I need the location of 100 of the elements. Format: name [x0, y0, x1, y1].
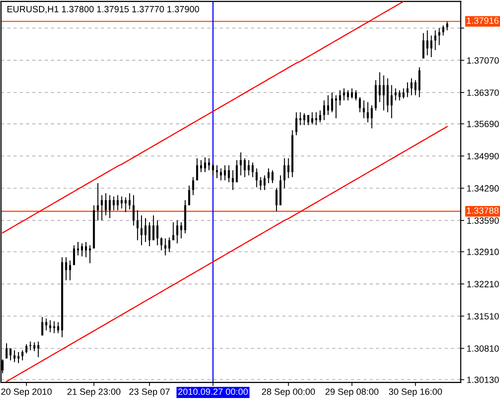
- candlestick: [366, 102, 369, 122]
- candlestick: [268, 168, 270, 184]
- candlestick: [315, 112, 318, 126]
- candlestick: [378, 72, 381, 102]
- candlestick: [402, 88, 405, 98]
- candlestick: [342, 88, 345, 100]
- candlestick: [160, 237, 162, 250]
- candlestick: [144, 218, 146, 242]
- candlestick: [92, 205, 95, 248]
- candlestick: [25, 344, 28, 354]
- candlestick: [204, 157, 206, 172]
- candlestick: [430, 35, 432, 58]
- x-tick-label: 29 Sep 08:00: [326, 388, 378, 397]
- candlestick: [386, 78, 389, 112]
- candlestick: [418, 67, 420, 98]
- candlestick: [327, 95, 330, 116]
- candlestick: [331, 92, 334, 112]
- candlestick: [248, 160, 250, 176]
- candlestick: [37, 341, 40, 358]
- candlestick: [236, 160, 238, 182]
- candlestick: [398, 90, 401, 100]
- candlestick: [216, 165, 218, 178]
- y-tick-label: 1.31510: [467, 313, 499, 320]
- y-tick-label: 1.35690: [467, 120, 499, 128]
- line-series: [2, 1, 404, 234]
- candlestick: [335, 95, 338, 118]
- x-tick-label: 23 Sep 07: [129, 388, 170, 397]
- candlestick: [319, 110, 322, 122]
- candlestick: [164, 238, 166, 256]
- candlestick: [136, 210, 139, 240]
- candlestick: [128, 193, 131, 210]
- candlestick: [224, 165, 226, 180]
- candlestick: [279, 175, 282, 206]
- candlestick: [172, 222, 174, 240]
- candlestick: [287, 158, 290, 178]
- candlestick: [140, 215, 143, 246]
- candlestick: [295, 112, 298, 136]
- candlestick: [291, 130, 294, 178]
- candlestick: [77, 242, 80, 256]
- candlestick: [346, 90, 349, 100]
- candlestick: [406, 82, 408, 98]
- candlestick: [33, 342, 36, 352]
- candlestick: [228, 165, 230, 182]
- candlestick: [283, 158, 286, 188]
- candlestick: [53, 321, 56, 334]
- candlestick: [96, 183, 99, 220]
- y-tick-label: 1.36370: [467, 89, 499, 96]
- candlestick: [65, 257, 68, 280]
- candlestick: [370, 105, 373, 128]
- chart-title: EURUSD,H1 1.37800 1.37915 1.37770 1.37900: [7, 6, 200, 14]
- y-tick-label: 1.33590: [467, 217, 499, 224]
- candlestick: [339, 90, 342, 106]
- candlestick: [426, 30, 428, 56]
- ref-line-label: 1.37916: [466, 17, 498, 24]
- candlestick: [152, 215, 154, 240]
- candlestick: [422, 33, 424, 58]
- candlestick: [350, 88, 353, 98]
- candlestick: [196, 158, 198, 180]
- candlestick: [414, 80, 416, 96]
- candlestick: [240, 152, 242, 176]
- candlestick: [69, 260, 72, 280]
- candlestick: [260, 177, 262, 190]
- candlestick: [84, 242, 87, 258]
- candlestick: [382, 75, 385, 110]
- candlestick: [88, 245, 91, 264]
- candlestick: [276, 188, 278, 212]
- candlestick: [17, 352, 20, 364]
- candlestick: [256, 168, 258, 188]
- y-tick-label: 1.32910: [467, 248, 499, 256]
- candlestick: [29, 341, 32, 350]
- candlestick: [299, 112, 302, 126]
- x-tick-label: 2010.09.27 00:00: [178, 388, 248, 395]
- candlestick: [390, 85, 393, 118]
- candlestick: [73, 245, 76, 266]
- y-tick-label: 1.34290: [467, 185, 499, 192]
- candlestick: [358, 97, 361, 112]
- candlestick: [212, 163, 214, 176]
- candlestick: [14, 350, 16, 362]
- candlestick: [104, 193, 107, 216]
- candlestick: [132, 195, 135, 226]
- candlestick: [100, 195, 103, 220]
- candlestick: [434, 30, 436, 50]
- candlestick: [307, 115, 310, 126]
- candlestick: [6, 343, 8, 358]
- ref-line-label: 1.33788: [466, 207, 498, 214]
- y-tick-label: 1.37070: [467, 57, 499, 64]
- line-series: [6, 126, 448, 382]
- candlestick: [354, 90, 357, 100]
- x-tick-label: 21 Sep 23:00: [67, 388, 120, 397]
- candlestick: [446, 22, 448, 30]
- y-tick-label: 1.32210: [467, 280, 499, 288]
- candlestick: [148, 222, 150, 246]
- candlestick: [21, 350, 24, 360]
- candlestick: [200, 160, 202, 172]
- candlestick: [124, 197, 127, 212]
- x-tick-label: 20 Sep 2010: [1, 388, 52, 397]
- y-tick-label: 1.30130: [467, 376, 499, 383]
- candlestick: [272, 170, 274, 184]
- candlestick: [168, 237, 170, 252]
- candlestick: [116, 195, 119, 210]
